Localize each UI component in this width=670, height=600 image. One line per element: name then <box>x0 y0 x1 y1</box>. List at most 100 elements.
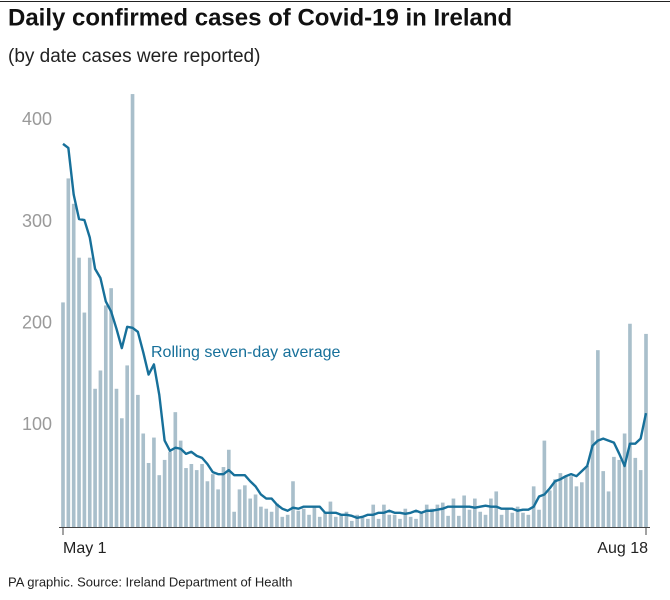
bar <box>291 481 295 527</box>
plot-area: 100 200 300 400 Rolling seven-day average May… <box>22 94 650 557</box>
bar <box>483 514 488 527</box>
bar <box>382 504 386 527</box>
bar <box>510 512 515 527</box>
chart-subtitle: (by date cases were reported) <box>8 46 260 67</box>
bar <box>71 203 76 528</box>
y-tick-label: 300 <box>22 211 52 231</box>
bar <box>248 498 253 527</box>
bar <box>398 518 402 527</box>
bar <box>141 433 146 527</box>
bar <box>269 511 274 527</box>
bar <box>82 312 87 527</box>
bar <box>168 451 172 527</box>
bar <box>440 502 445 527</box>
bar <box>547 490 552 527</box>
source-note: PA graphic. Source: Ireland Department o… <box>8 574 292 589</box>
bar <box>237 489 242 527</box>
bar <box>628 323 632 527</box>
bar <box>205 481 210 527</box>
y-tick-label: 200 <box>22 312 52 332</box>
bar <box>612 456 616 527</box>
bar <box>596 350 600 527</box>
bar <box>200 463 204 527</box>
bar <box>392 514 397 527</box>
bar <box>558 473 563 527</box>
bar <box>430 508 434 527</box>
bar <box>521 512 525 527</box>
bar <box>376 518 381 527</box>
bar <box>355 514 359 527</box>
bar <box>638 470 643 527</box>
bar <box>644 333 648 527</box>
bar <box>120 418 124 527</box>
bar <box>146 462 151 527</box>
bar <box>408 516 413 527</box>
bar <box>489 498 493 527</box>
bar <box>494 491 499 527</box>
line-annotation: Rolling seven-day average <box>151 344 341 361</box>
bar <box>499 514 504 527</box>
bar <box>232 511 236 527</box>
chart-title: Daily confirmed cases of Covid-19 in Ire… <box>8 4 512 31</box>
y-tick-label: 100 <box>22 414 52 434</box>
bar <box>189 463 194 527</box>
bar <box>590 430 595 527</box>
bar <box>312 506 317 527</box>
bar <box>93 388 97 527</box>
x-tick-label: Aug 18 <box>597 540 648 557</box>
bar <box>467 509 472 527</box>
bar <box>339 514 343 527</box>
bar <box>226 449 231 527</box>
bar <box>152 437 156 527</box>
bar <box>136 394 140 527</box>
bar <box>526 514 531 527</box>
bar <box>542 440 547 527</box>
bar <box>419 511 424 527</box>
bar <box>61 302 65 527</box>
bar <box>323 512 327 527</box>
bar <box>633 457 638 527</box>
bar <box>210 474 215 527</box>
bar <box>403 508 408 527</box>
bar <box>285 514 290 527</box>
average-line <box>62 142 648 520</box>
bar <box>194 470 199 527</box>
bar <box>414 518 418 527</box>
bar <box>87 257 92 527</box>
bar <box>259 506 263 527</box>
bar <box>66 178 71 528</box>
bar <box>98 370 103 527</box>
bar <box>280 516 285 527</box>
bar <box>114 388 119 527</box>
bar <box>574 486 579 527</box>
bar <box>387 514 392 527</box>
bar <box>601 471 606 527</box>
x-tick-label: May 1 <box>63 540 107 557</box>
bar <box>424 504 429 527</box>
bar <box>606 491 611 527</box>
bar <box>221 467 226 527</box>
bar <box>275 503 279 527</box>
bar <box>563 476 568 527</box>
bar <box>622 433 627 527</box>
bar <box>178 440 183 527</box>
bar <box>478 511 483 527</box>
bar <box>537 509 541 527</box>
bar <box>216 489 220 527</box>
bar <box>333 516 338 527</box>
bar <box>109 288 113 527</box>
bar <box>579 482 584 527</box>
bar <box>360 517 365 527</box>
bar <box>473 498 477 527</box>
bar <box>296 510 301 527</box>
bar <box>130 94 135 527</box>
bar <box>617 459 622 527</box>
bar <box>317 516 322 527</box>
bar <box>462 495 466 527</box>
bar <box>451 498 456 527</box>
bar <box>77 257 81 527</box>
bar <box>553 479 557 527</box>
bar <box>515 506 520 527</box>
bar <box>585 466 589 527</box>
